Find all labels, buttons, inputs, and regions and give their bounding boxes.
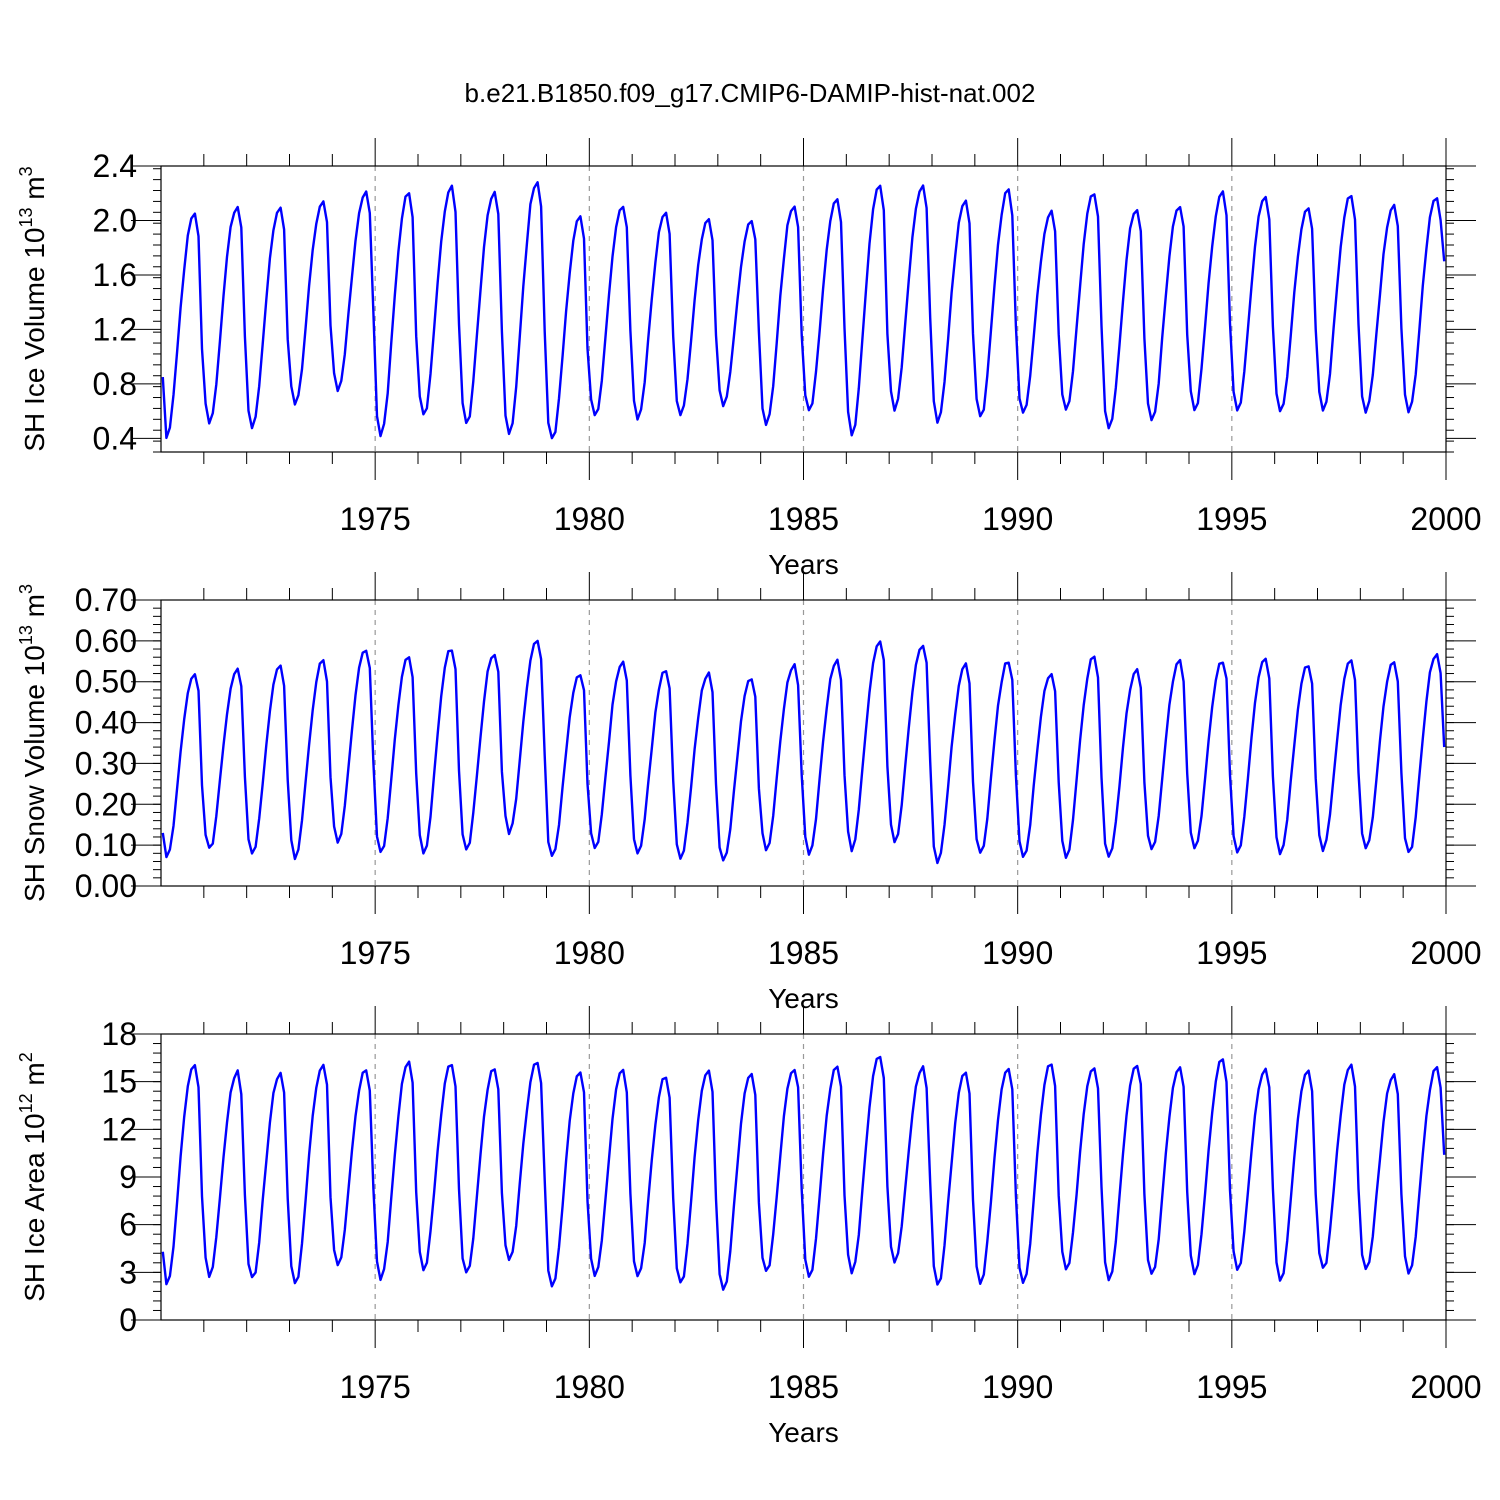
- y-tick-label: 0.30: [75, 745, 137, 781]
- ice-area-panel: 0 3 6 9 12 15 18 1975 1980 1985 1990 1995 2000 Years S…: [16, 1006, 1482, 1448]
- x-tick-label: 1995: [1196, 501, 1267, 537]
- x-tick-label: 1975: [340, 935, 411, 971]
- x-tick-label: 1990: [982, 501, 1053, 537]
- series-line: [161, 639, 1446, 865]
- x-tick-label: 2000: [1410, 1369, 1481, 1405]
- x-tick-label: 1995: [1196, 1369, 1267, 1405]
- y-tick-label: 0.50: [75, 664, 137, 700]
- x-tick-label: 1980: [554, 1369, 625, 1405]
- series-line: [161, 181, 1446, 440]
- x-tick-label: 1985: [768, 1369, 839, 1405]
- chart-title: b.e21.B1850.f09_g17.CMIP6-DAMIP-hist-nat…: [465, 78, 1036, 108]
- y-tick-label: 0.10: [75, 827, 137, 863]
- y-tick-label: 1.6: [93, 257, 137, 293]
- x-tick-label: 1990: [982, 935, 1053, 971]
- x-tick-label: 2000: [1410, 501, 1481, 537]
- x-tick-label: 1985: [768, 935, 839, 971]
- y-axis-label: SH Snow Volume 1013 m3: [16, 584, 50, 902]
- y-tick-label: 15: [101, 1064, 137, 1100]
- y-tick-label: 12: [101, 1111, 137, 1147]
- x-tick-label: 1985: [768, 501, 839, 537]
- x-tick-label: 1975: [340, 501, 411, 537]
- y-tick-label: 0.70: [75, 582, 137, 618]
- y-tick-label: 6: [119, 1207, 137, 1243]
- y-tick-label: 2.0: [93, 202, 137, 238]
- ice-volume-panel: 0.4 0.8 1.2 1.6 2.0 2.4 1975 1980 1985 1990 1995 20…: [16, 138, 1482, 580]
- x-axis-label: Years: [768, 1417, 839, 1448]
- y-tick-label: 0.20: [75, 786, 137, 822]
- series-line: [161, 1055, 1446, 1291]
- y-tick-label: 0.4: [93, 420, 137, 456]
- y-tick-label: 0.8: [93, 366, 137, 402]
- x-tick-label: 1980: [554, 501, 625, 537]
- y-tick-label: 2.4: [93, 148, 137, 184]
- plot-frame: [160, 1033, 1447, 1321]
- y-tick-label: 0.40: [75, 705, 137, 741]
- y-tick-label: 1.2: [93, 311, 137, 347]
- x-tick-label: 1990: [982, 1369, 1053, 1405]
- y-axis-label: SH Ice Volume 1013 m3: [16, 166, 50, 451]
- y-tick-label: 18: [101, 1016, 137, 1052]
- plot-frame: [160, 599, 1447, 887]
- x-tick-label: 1975: [340, 1369, 411, 1405]
- x-tick-label: 2000: [1410, 935, 1481, 971]
- snow-volume-panel: 0.00 0.10 0.20 0.30 0.40 0.50 0.60 0.70 1975 1980…: [16, 572, 1482, 1014]
- y-tick-label: 9: [119, 1159, 137, 1195]
- y-axis-label: SH Ice Area 1012 m2: [16, 1052, 50, 1302]
- y-tick-label: 0.00: [75, 868, 137, 904]
- plot-frame: [160, 165, 1447, 453]
- y-tick-label: 3: [119, 1254, 137, 1290]
- x-tick-label: 1980: [554, 935, 625, 971]
- y-tick-label: 0: [119, 1302, 137, 1338]
- y-tick-label: 0.60: [75, 623, 137, 659]
- x-tick-label: 1995: [1196, 935, 1267, 971]
